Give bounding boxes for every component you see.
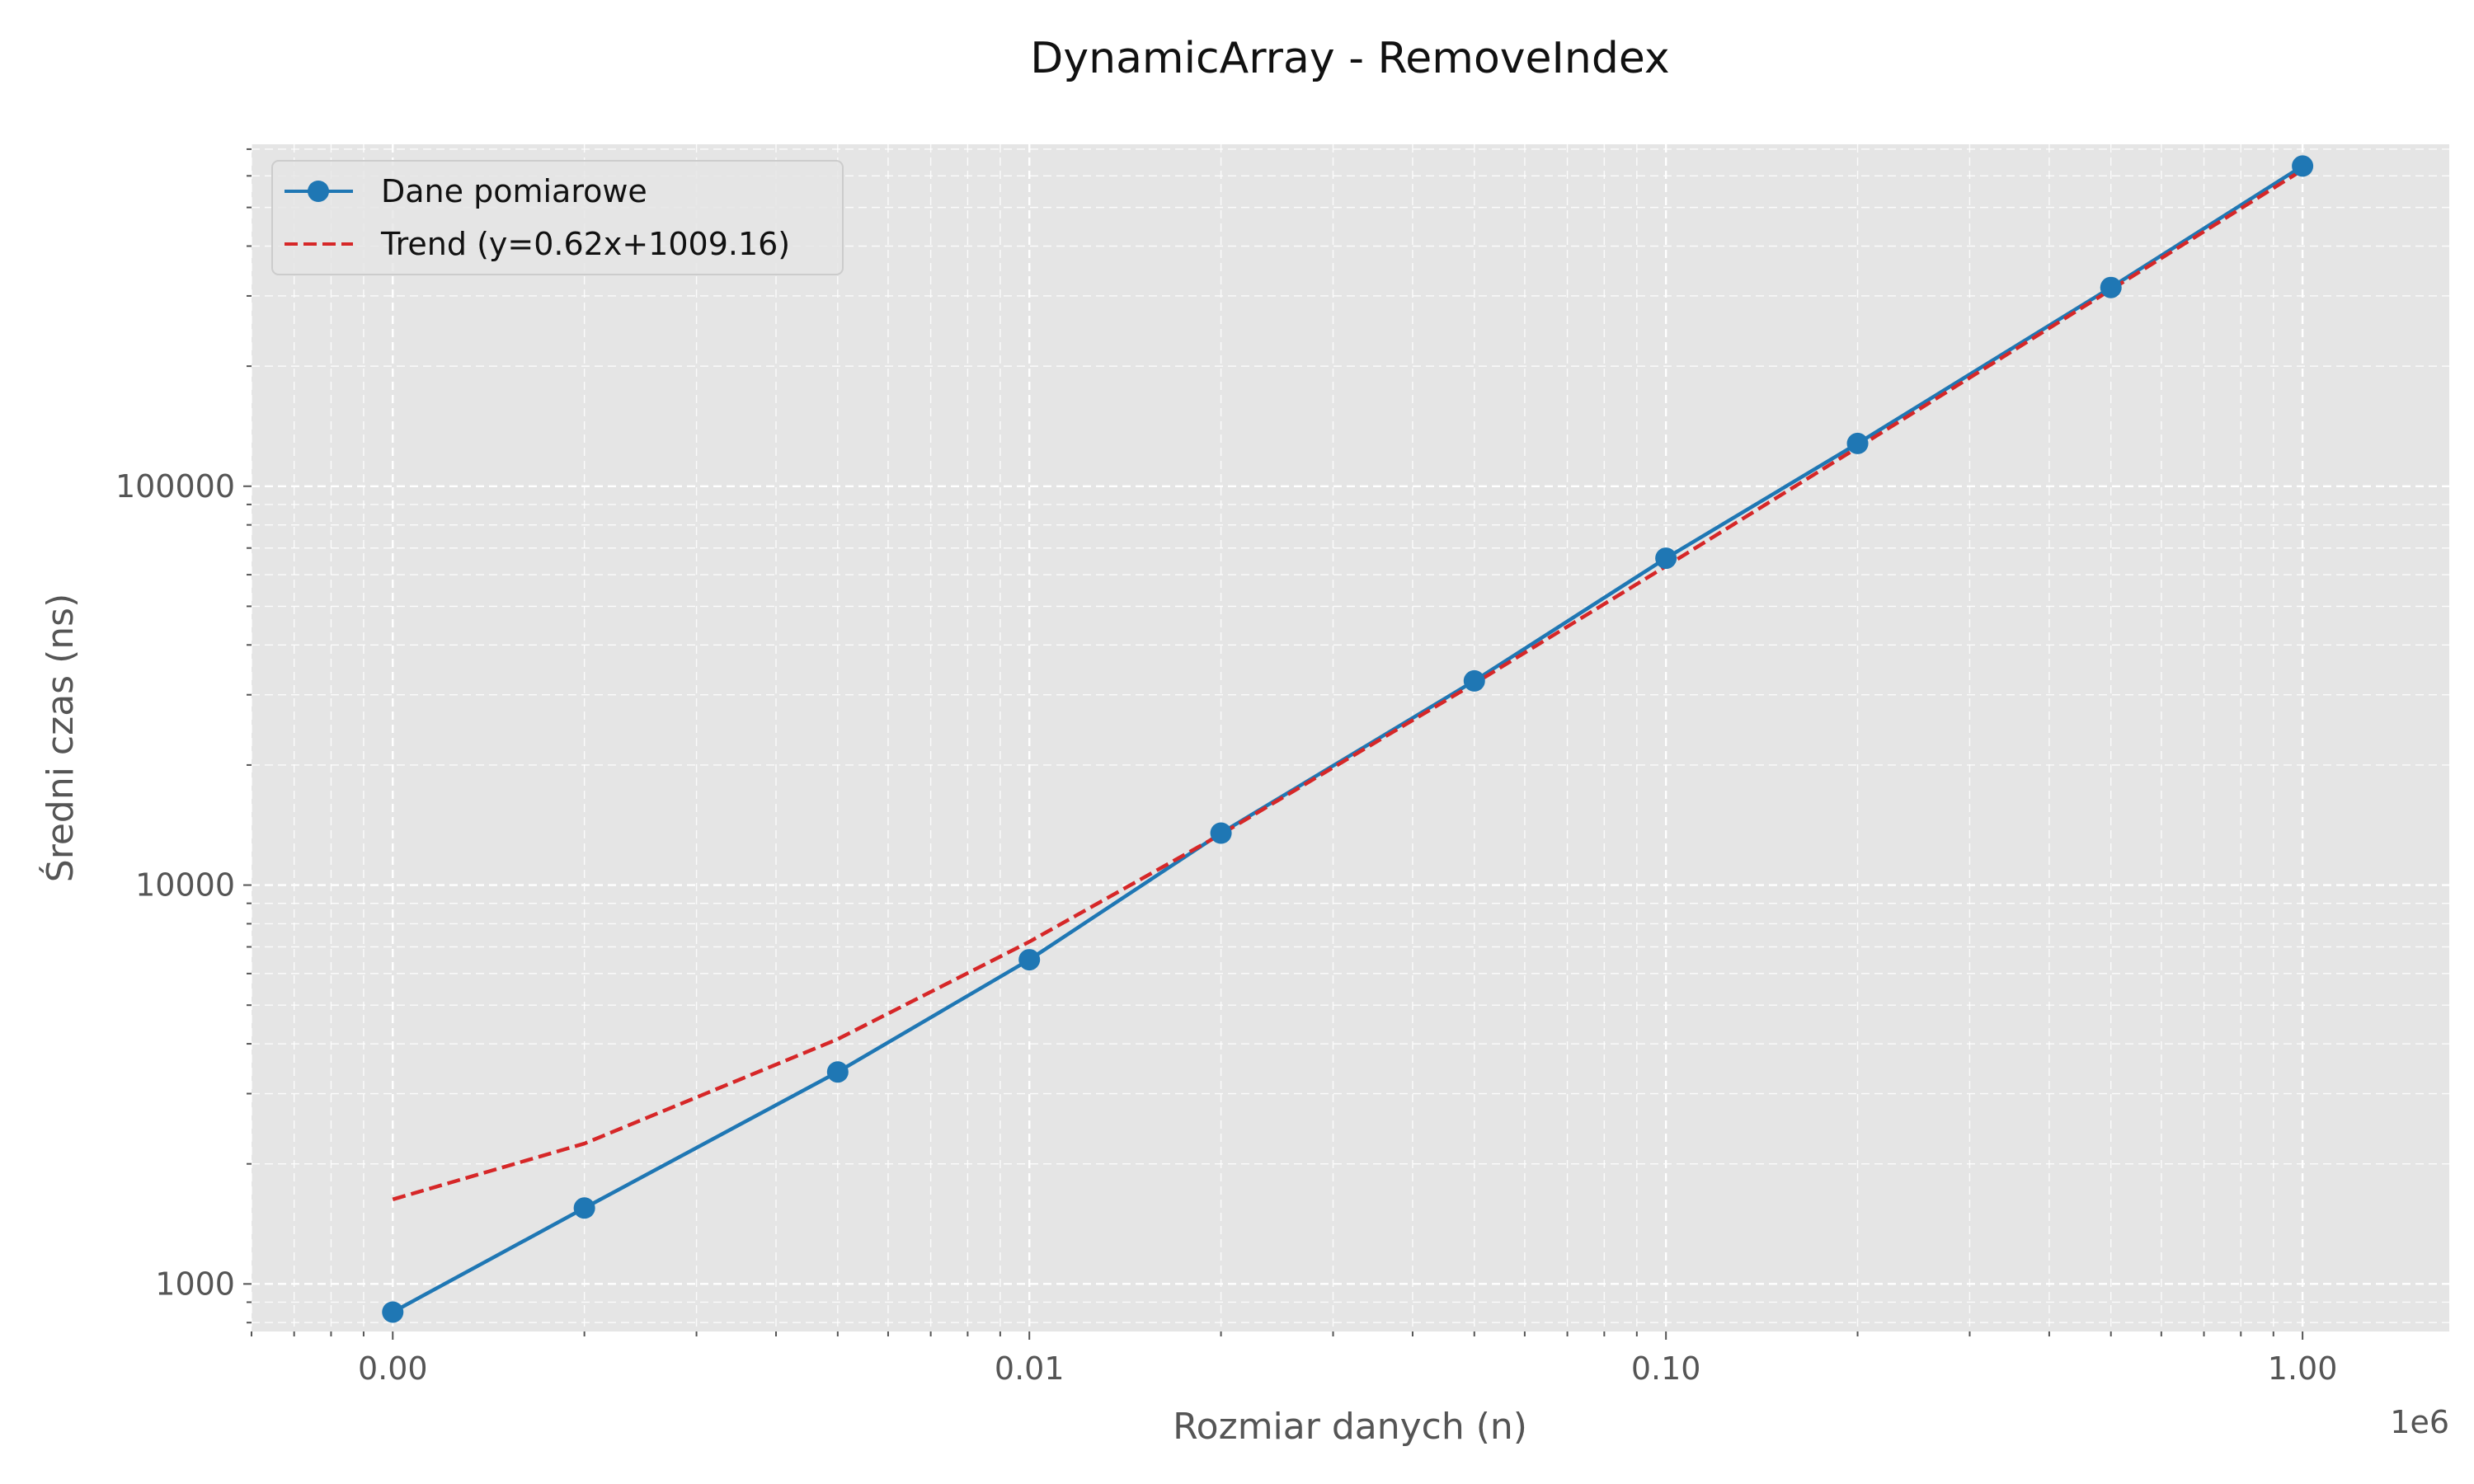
y-tick-label: 10000 (135, 867, 235, 904)
x-tick-label: 0.10 (1631, 1350, 1701, 1387)
y-axis-label: Średni czas (ns) (38, 594, 82, 882)
data-point-measured (1463, 669, 1485, 692)
data-point-measured (1655, 547, 1677, 570)
x-tick-label: 0.00 (358, 1350, 428, 1387)
axis-ticks: 0.00 0.01 0.10 1.00 1000 10000 100000 (115, 148, 2338, 1387)
legend-entry-trend: Trend (y=0.62x+1009.16) (380, 226, 790, 262)
grid (251, 144, 2449, 1331)
x-tick-label: 0.01 (995, 1350, 1065, 1387)
data-point-measured (1846, 432, 1869, 454)
data-point-measured (826, 1061, 849, 1083)
x-tick-label: 1.00 (2268, 1350, 2338, 1387)
legend-box (271, 160, 844, 275)
data-point-measured (2100, 276, 2122, 298)
legend-swatch-measured-marker (308, 181, 329, 202)
legend-entry-measured: Dane pomiarowe (381, 173, 647, 209)
y-tick-label: 100000 (115, 468, 235, 505)
x-axis-offset-label: 1e6 (2390, 1404, 2449, 1440)
data-point-measured (382, 1301, 404, 1323)
x-axis-label: Rozmiar danych (n) (1173, 1406, 1527, 1448)
series-line-measured (392, 164, 2304, 1314)
data-point-measured (1018, 949, 1041, 971)
data-point-measured (573, 1197, 595, 1219)
data-point-measured (1210, 822, 1232, 844)
series-line-trend (392, 168, 2304, 1201)
series-layer (382, 155, 2314, 1323)
plot-background (252, 144, 2449, 1331)
legend: Dane pomiarowe Trend (y=0.62x+1009.16) (271, 160, 844, 275)
data-point-measured (2292, 155, 2314, 177)
y-tick-label: 1000 (155, 1266, 235, 1302)
chart-title: DynamicArray - RemoveIndex (1030, 34, 1669, 83)
